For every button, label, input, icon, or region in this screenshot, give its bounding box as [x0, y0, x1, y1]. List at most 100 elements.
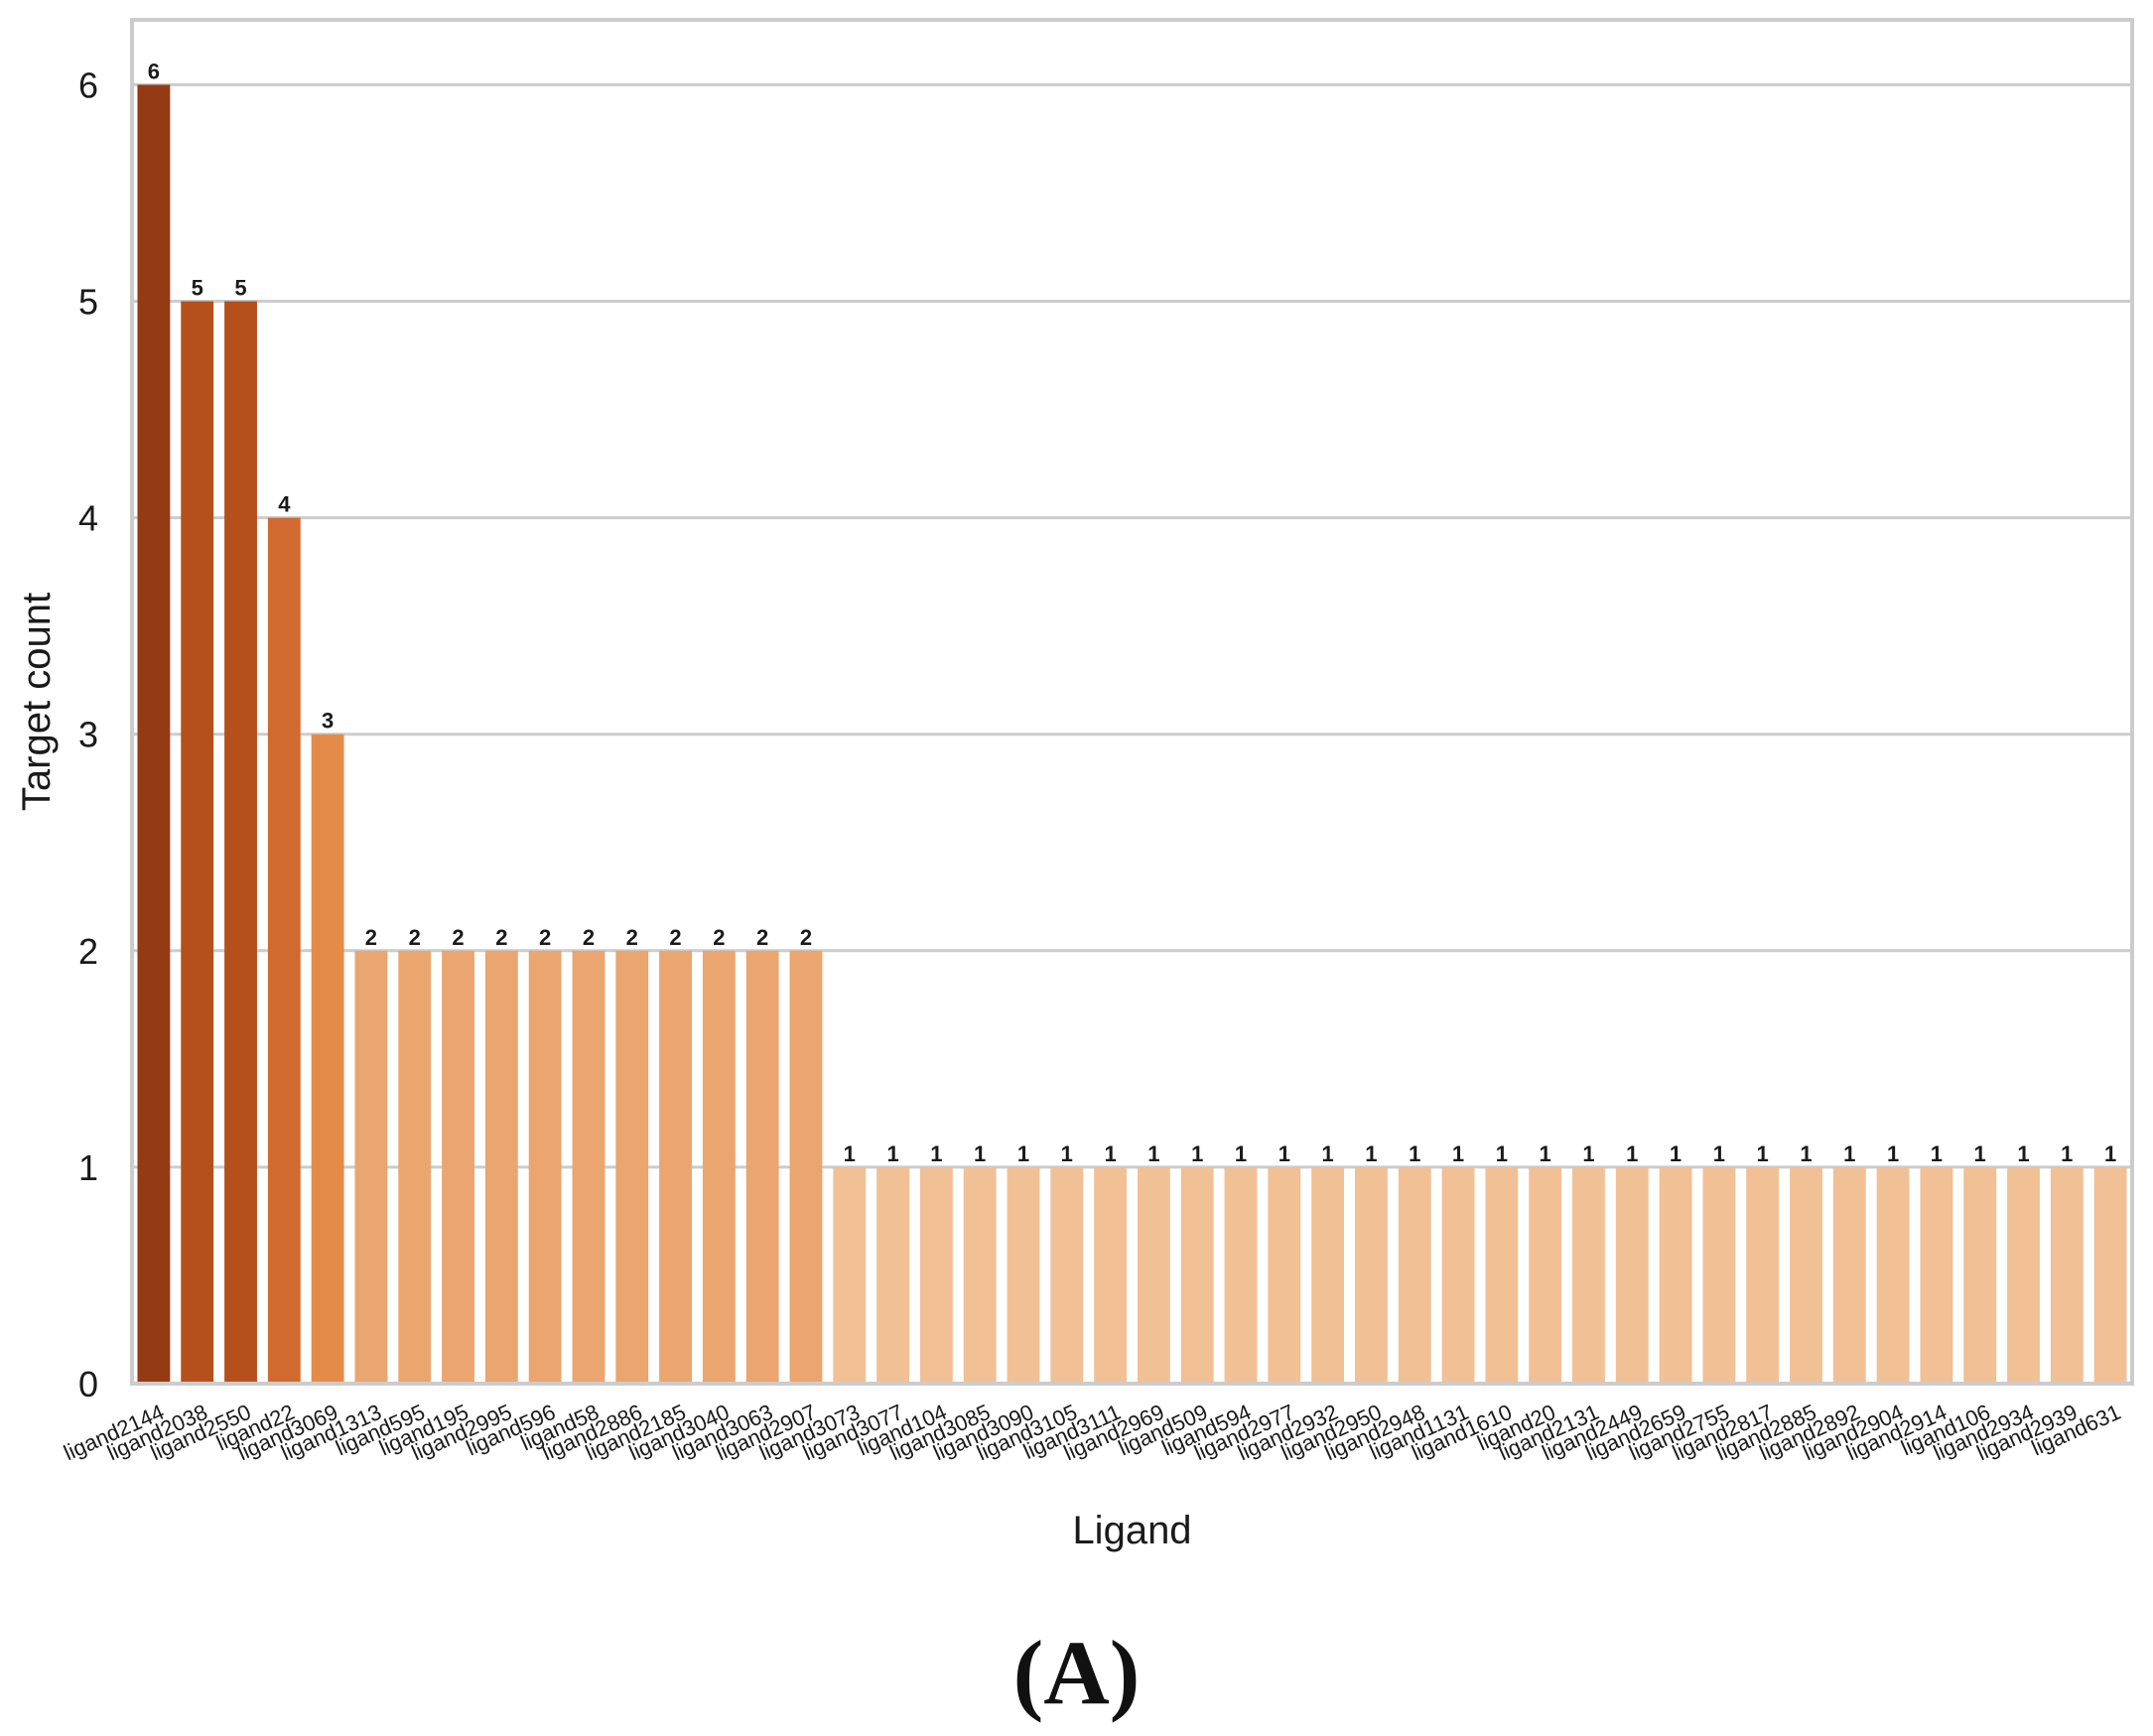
data-label: 1 — [886, 1141, 898, 1166]
data-label: 2 — [669, 925, 681, 950]
data-label: 1 — [1147, 1141, 1159, 1166]
data-label: 6 — [148, 59, 160, 83]
grid-layer — [132, 82, 2132, 1169]
bar — [528, 950, 562, 1384]
data-label: 1 — [1670, 1141, 1682, 1166]
data-label: 1 — [1800, 1141, 1812, 1166]
bar — [181, 301, 214, 1384]
bar — [615, 950, 649, 1384]
bar — [1659, 1166, 1692, 1384]
y-tick-label: 6 — [78, 65, 98, 105]
bar — [1572, 1166, 1605, 1384]
bar — [1485, 1166, 1519, 1384]
y-tick-layer: 0 1 2 3 4 5 6 — [78, 65, 98, 1404]
data-label: 1 — [1540, 1141, 1551, 1166]
bar — [1876, 1166, 1910, 1384]
bar — [1963, 1166, 1997, 1384]
data-label: 3 — [322, 709, 334, 734]
bar — [572, 950, 606, 1384]
data-label: 2 — [626, 925, 638, 950]
data-label: 1 — [1061, 1141, 1073, 1166]
data-label: 2 — [365, 925, 377, 950]
data-label: 1 — [1931, 1141, 1943, 1166]
data-label: 1 — [974, 1141, 986, 1166]
bar — [2007, 1166, 2040, 1384]
data-label: 2 — [713, 925, 725, 950]
data-label: 1 — [1235, 1141, 1247, 1166]
data-label: 1 — [1104, 1141, 1116, 1166]
bar — [702, 950, 736, 1384]
data-label: 1 — [1409, 1141, 1420, 1166]
bar-chart: 6 5 5 4 3 2 2 2 2 2 2 2 2 2 2 2 1 1 1 1 1 1 1 1 1 1 1 1 1 1 1 1 1 1 1 1 1 1 1 1… — [15, 18, 2134, 1552]
bar — [1832, 1166, 1866, 1384]
data-label: 1 — [1843, 1141, 1855, 1166]
bar — [963, 1166, 997, 1384]
bar — [1180, 1166, 1214, 1384]
data-label: 2 — [583, 925, 595, 950]
y-tick-label: 1 — [78, 1147, 98, 1188]
bar — [1920, 1166, 1953, 1384]
data-label: 1 — [2061, 1141, 2073, 1166]
data-label: 1 — [1757, 1141, 1769, 1166]
y-tick-label: 3 — [78, 715, 98, 755]
data-label: 1 — [1321, 1141, 1333, 1166]
data-label: 1 — [1582, 1141, 1594, 1166]
y-axis-label: Target count — [15, 593, 59, 811]
bar — [876, 1166, 910, 1384]
bar — [1441, 1166, 1475, 1384]
bar — [267, 517, 301, 1384]
data-label: 1 — [1626, 1141, 1638, 1166]
bar — [354, 950, 388, 1384]
bar-layer — [137, 84, 2127, 1384]
bar — [442, 950, 474, 1384]
bar — [1094, 1166, 1128, 1384]
data-label: 1 — [1974, 1141, 1986, 1166]
x-axis-label: Ligand — [1072, 1509, 1191, 1552]
bar — [745, 950, 779, 1384]
data-label: 5 — [234, 276, 246, 301]
bar — [2093, 1166, 2127, 1384]
bar — [1702, 1166, 1736, 1384]
data-label: 1 — [930, 1141, 942, 1166]
x-tick-layer: ligand2144ligand2038ligand2550ligand22li… — [60, 1400, 2124, 1466]
bar — [398, 950, 432, 1384]
data-label: 1 — [1887, 1141, 1899, 1166]
bar — [137, 84, 171, 1384]
bar — [789, 950, 823, 1384]
bar — [1615, 1166, 1649, 1384]
data-label: 1 — [1365, 1141, 1377, 1166]
data-label: 1 — [2017, 1141, 2029, 1166]
data-label: 2 — [409, 925, 421, 950]
bar — [1529, 1166, 1562, 1384]
y-tick-label: 4 — [78, 498, 98, 539]
y-tick-label: 5 — [78, 282, 98, 323]
bar — [311, 734, 344, 1384]
data-label: 1 — [1278, 1141, 1290, 1166]
data-label: 1 — [1191, 1141, 1203, 1166]
bar — [1746, 1166, 1780, 1384]
data-label-layer: 6 5 5 4 3 2 2 2 2 2 2 2 2 2 2 2 1 1 1 1 1 1 1 1 1 1 1 1 1 1 1 1 1 1 1 1 1 1 1 1… — [148, 59, 2116, 1165]
bar — [1311, 1166, 1345, 1384]
bar — [1137, 1166, 1170, 1384]
bar — [2050, 1166, 2084, 1384]
y-tick-label: 2 — [78, 931, 98, 972]
data-label: 5 — [192, 276, 203, 301]
y-tick-label: 0 — [78, 1364, 98, 1404]
bar — [1354, 1166, 1388, 1384]
bar — [1007, 1166, 1040, 1384]
figure-caption: (A) — [1012, 1622, 1141, 1723]
bar — [1268, 1166, 1301, 1384]
bar — [833, 1166, 867, 1384]
bar — [224, 301, 257, 1384]
data-label: 1 — [844, 1141, 856, 1166]
data-label: 4 — [278, 492, 291, 517]
bar — [919, 1166, 953, 1384]
data-label: 1 — [2104, 1141, 2116, 1166]
data-label: 1 — [1713, 1141, 1725, 1166]
bar — [484, 950, 518, 1384]
data-label: 2 — [452, 925, 464, 950]
data-label: 2 — [800, 925, 812, 950]
plot-frame — [130, 18, 2134, 1386]
data-label: 2 — [539, 925, 551, 950]
